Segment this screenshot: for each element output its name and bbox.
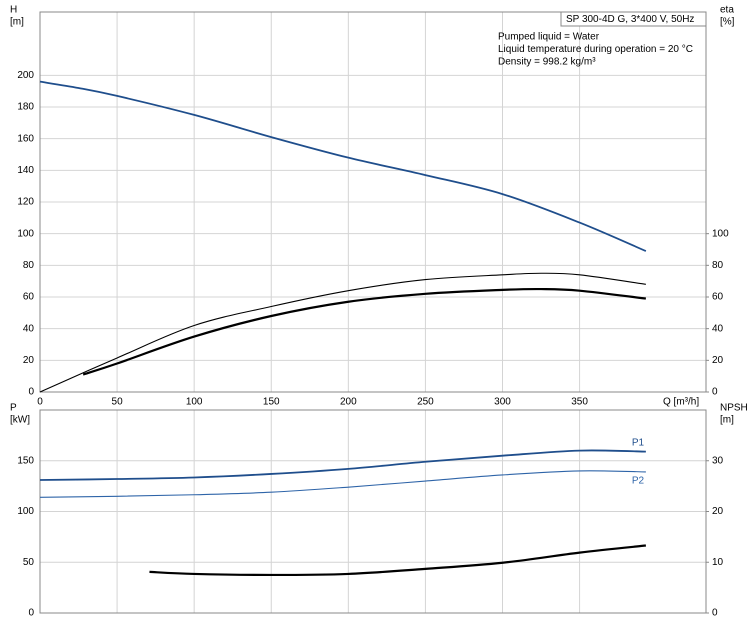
annotation: Pumped liquid = Water: [498, 32, 600, 43]
annotation: Liquid temperature during operation = 20…: [498, 44, 693, 55]
y-tick-label: 60: [23, 292, 35, 303]
y-axis-label: H: [10, 5, 17, 16]
y2-axis-label: NPSH: [720, 403, 748, 414]
x-tick-label: 100: [186, 397, 203, 408]
y-tick-label: 0: [28, 608, 34, 619]
y-tick-label: 200: [17, 70, 34, 81]
x-axis-label: Q [m³/h]: [663, 397, 699, 408]
y2-tick-label: 30: [712, 455, 724, 466]
series-label: P2: [632, 476, 645, 487]
y-tick-label: 100: [17, 506, 34, 517]
x-tick-label: 0: [37, 397, 43, 408]
x-tick-label: 200: [340, 397, 357, 408]
y-tick-label: 100: [17, 228, 34, 239]
x-tick-label: 250: [417, 397, 434, 408]
x-tick-label: 300: [494, 397, 511, 408]
y2-tick-label: 40: [712, 323, 724, 334]
series-label: P1: [632, 437, 645, 448]
y2-tick-label: 0: [712, 387, 718, 398]
curve: [82, 287, 647, 376]
curve: [39, 449, 646, 481]
y-axis-label: [kW]: [10, 415, 30, 426]
y2-tick-label: 100: [712, 228, 729, 239]
y-tick-label: 180: [17, 102, 34, 113]
x-tick-label: 150: [263, 397, 280, 408]
curve: [149, 544, 646, 577]
plot-frame: [39, 409, 707, 614]
y2-tick-label: 20: [712, 355, 724, 366]
y-tick-label: 140: [17, 165, 34, 176]
x-tick-label: 50: [112, 397, 124, 408]
y2-tick-label: 0: [712, 608, 718, 619]
title-box: [560, 11, 707, 27]
y2-tick-label: 20: [712, 506, 724, 517]
y-tick-label: 150: [17, 455, 34, 466]
y2-axis-label: eta: [720, 5, 734, 16]
y-axis-label: [m]: [10, 17, 24, 28]
y2-tick-label: 80: [712, 260, 724, 271]
y-tick-label: 80: [23, 260, 35, 271]
y-tick-label: 40: [23, 323, 35, 334]
annotation: Density = 998.2 kg/m³: [498, 57, 596, 68]
y2-tick-label: 60: [712, 292, 724, 303]
plot-frame: [39, 11, 707, 393]
y-tick-label: 50: [23, 557, 35, 568]
y-tick-label: 160: [17, 133, 34, 144]
chart-title: SP 300-4D G, 3*400 V, 50Hz: [566, 14, 694, 25]
y-tick-label: 120: [17, 197, 34, 208]
y-tick-label: 0: [28, 387, 34, 398]
curve: [39, 80, 647, 252]
y2-tick-label: 10: [712, 557, 724, 568]
x-tick-label: 350: [571, 397, 588, 408]
y2-axis-label: [m]: [720, 415, 734, 426]
curve: [39, 272, 646, 393]
y-tick-label: 20: [23, 355, 35, 366]
y-axis-label: P: [10, 403, 17, 414]
curve: [39, 470, 646, 498]
y2-axis-label: [%]: [720, 17, 735, 28]
